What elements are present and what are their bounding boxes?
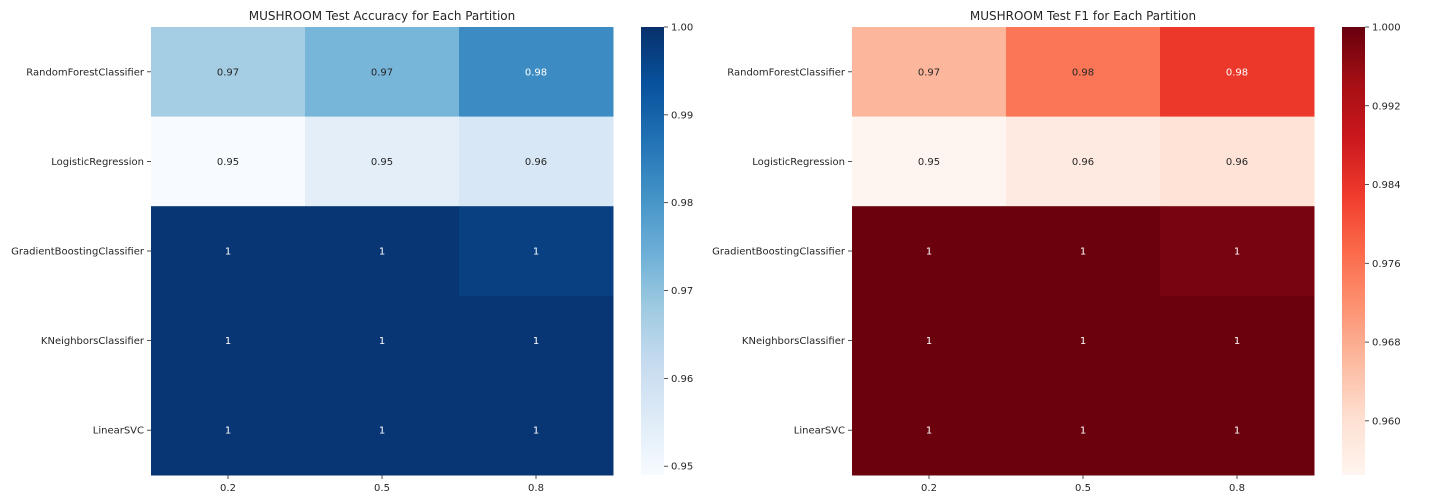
y-tick-label: RandomForestClassifier [26,67,145,78]
heatmap-cell [305,385,460,476]
cell-value-label: 1 [533,336,539,347]
y-tick-label: LogisticRegression [752,157,845,168]
heatmap-cell [151,27,306,118]
cell-value-label: 0.98 [525,67,547,78]
heatmap-cell [151,295,306,386]
cell-value-label: 1 [225,426,231,437]
heatmap-cell [852,295,1007,386]
cell-value-label: 0.96 [1072,157,1094,168]
heatmap-cell [459,385,614,476]
cell-value-label: 1 [926,426,932,437]
cell-value-label: 1 [225,247,231,258]
x-tick-label: 0.8 [528,483,544,494]
colorbar-tick-label: 0.98 [671,198,693,209]
y-tick-label: KNeighborsClassifier [41,336,145,347]
heatmap-cell [852,206,1007,297]
heatmap-cell [1006,295,1161,386]
colorbar-tick-label: 0.97 [671,286,693,297]
cell-value-label: 1 [379,336,385,347]
y-tick-label: GradientBoostingClassifier [11,247,145,258]
cell-value-label: 0.97 [371,67,393,78]
y-tick-label: LinearSVC [794,426,845,437]
heatmap-panel-1: MUSHROOM Test Accuracy for Each Partitio… [11,9,693,494]
heatmap-cell [459,116,614,207]
cell-value-label: 0.96 [1226,157,1248,168]
heatmap-cell [1160,116,1315,207]
cell-value-label: 1 [1234,336,1240,347]
y-tick-label: LogisticRegression [51,157,144,168]
cell-value-label: 1 [1234,247,1240,258]
colorbar [1342,27,1365,475]
cell-value-label: 1 [379,426,385,437]
y-tick-label: KNeighborsClassifier [742,336,846,347]
colorbar-tick-label: 0.960 [1372,416,1401,427]
colorbar-tick-label: 1.00 [671,23,693,34]
cell-value-label: 0.98 [1226,67,1248,78]
heatmap-cell [1160,27,1315,118]
colorbar-tick-label: 1.000 [1372,23,1401,34]
colorbar [641,27,664,475]
heatmap-cell [151,385,306,476]
heatmap-cell [459,295,614,386]
cell-value-label: 1 [1080,247,1086,258]
colorbar-tick-label: 0.96 [671,374,693,385]
y-tick-label: LinearSVC [93,426,144,437]
cell-value-label: 0.98 [1072,67,1094,78]
heatmap-cell [305,206,460,297]
colorbar-tick-label: 0.976 [1372,259,1401,270]
colorbar-tick-label: 0.984 [1372,180,1401,191]
x-tick-label: 0.2 [921,483,937,494]
heatmap-cell [1160,385,1315,476]
cell-value-label: 1 [1080,426,1086,437]
heatmap-cell [459,27,614,118]
cell-value-label: 1 [225,336,231,347]
colorbar-tick-label: 0.968 [1372,338,1401,349]
colorbar-tick-label: 0.99 [671,110,693,121]
heatmap-cell [852,116,1007,207]
cell-value-label: 1 [1234,426,1240,437]
cell-value-label: 0.95 [918,157,940,168]
heatmap-cell [1160,206,1315,297]
heatmap-cell [151,116,306,207]
cell-value-label: 0.97 [918,67,940,78]
y-tick-label: RandomForestClassifier [727,67,846,78]
x-tick-label: 0.5 [374,483,390,494]
cell-value-label: 1 [533,426,539,437]
chart-title: MUSHROOM Test Accuracy for Each Partitio… [249,9,516,23]
cell-value-label: 0.97 [217,67,239,78]
cell-value-label: 1 [926,336,932,347]
y-tick-label: GradientBoostingClassifier [712,247,846,258]
heatmap-cell [305,116,460,207]
cell-value-label: 0.95 [371,157,393,168]
cell-value-label: 1 [1080,336,1086,347]
colorbar-tick-label: 0.992 [1372,101,1401,112]
heatmap-cell [1006,27,1161,118]
colorbar-tick-label: 0.95 [671,462,693,473]
x-tick-label: 0.8 [1229,483,1245,494]
cell-value-label: 1 [379,247,385,258]
heatmap-cell [305,27,460,118]
heatmap-cell [151,206,306,297]
heatmap-cell [1006,385,1161,476]
heatmap-cell [1006,116,1161,207]
x-tick-label: 0.5 [1075,483,1091,494]
heatmap-cell [305,295,460,386]
cell-value-label: 1 [533,247,539,258]
heatmap-cell [1160,295,1315,386]
heatmap-cell [459,206,614,297]
cell-value-label: 1 [926,247,932,258]
heatmap-cell [852,385,1007,476]
cell-value-label: 0.95 [217,157,239,168]
heatmap-cell [852,27,1007,118]
x-tick-label: 0.2 [220,483,236,494]
heatmap-panel-2: MUSHROOM Test F1 for Each Partition 0.97 0… [712,9,1401,494]
chart-title: MUSHROOM Test F1 for Each Partition [970,9,1196,23]
cell-value-label: 0.96 [525,157,547,168]
heatmap-cell [1006,206,1161,297]
